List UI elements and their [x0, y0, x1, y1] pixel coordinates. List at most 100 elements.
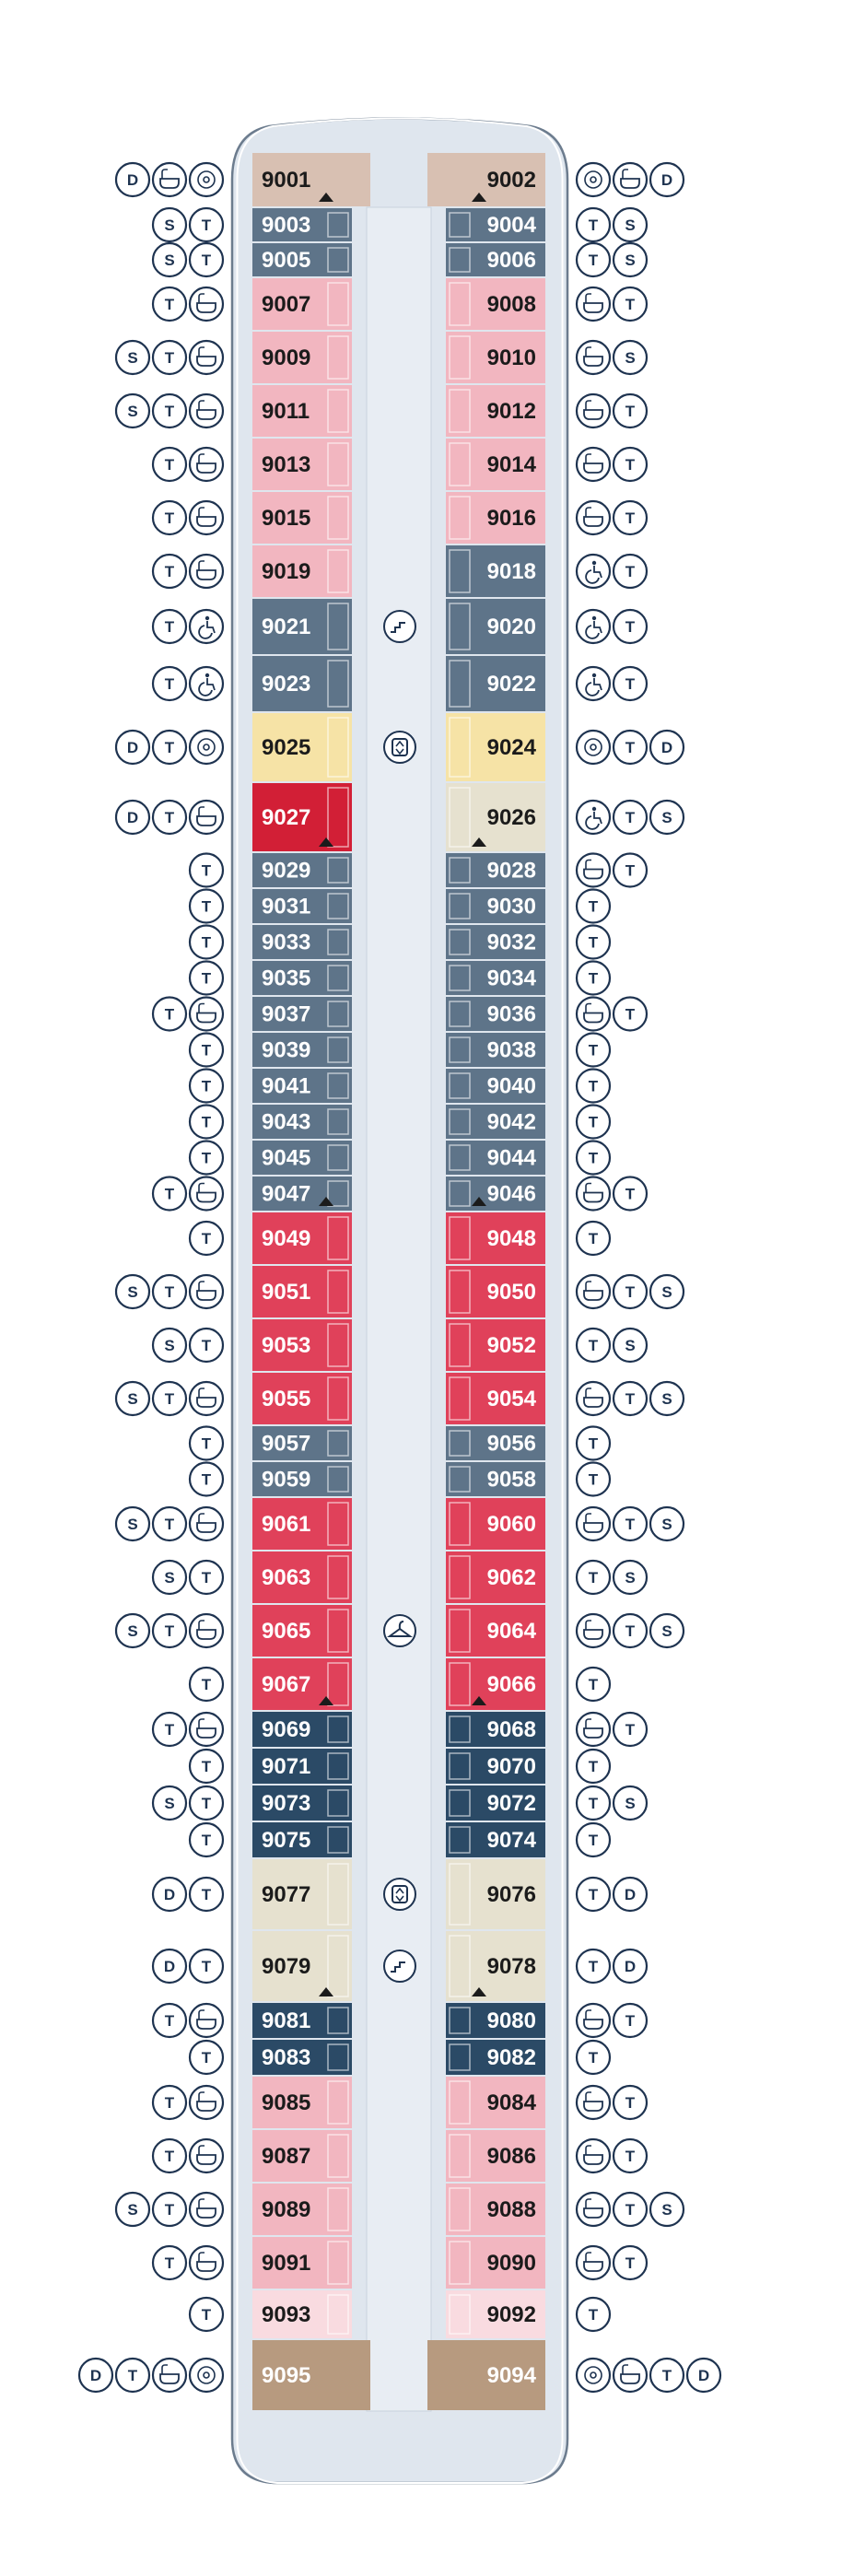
cabin-9043[interactable]: 9043 [252, 1105, 352, 1139]
cabin-9067[interactable]: 9067 [252, 1658, 352, 1710]
cabin-9050[interactable]: 9050 [446, 1266, 545, 1317]
cabin-9031[interactable]: 9031 [252, 889, 352, 923]
cabin-9076[interactable]: 9076 [446, 1859, 545, 1929]
cabin-9007[interactable]: 9007 [252, 278, 352, 330]
cabin-9063[interactable]: 9063 [252, 1551, 352, 1603]
cabin-9037[interactable]: 9037 [252, 997, 352, 1031]
cabin-9029[interactable]: 9029 [252, 853, 352, 887]
cabin-9016[interactable]: 9016 [446, 492, 545, 544]
cabin-9094[interactable]: 9094 [427, 2340, 545, 2410]
cabin-9086[interactable]: 9086 [446, 2130, 545, 2182]
cabin-9024[interactable]: 9024 [446, 713, 545, 781]
bathtub-icon [575, 2244, 612, 2281]
cabin-9014[interactable]: 9014 [446, 439, 545, 490]
cabin-9071[interactable]: 9071 [252, 1749, 352, 1784]
cabin-9090[interactable]: 9090 [446, 2237, 545, 2289]
cabin-9018[interactable]: 9018 [446, 545, 545, 597]
cabin-9019[interactable]: 9019 [252, 545, 352, 597]
cabin-9065[interactable]: 9065 [252, 1605, 352, 1657]
symbol-t-badge: T [188, 888, 225, 924]
cabin-9074[interactable]: 9074 [446, 1822, 545, 1857]
cabin-9077[interactable]: 9077 [252, 1859, 352, 1929]
cabin-9073[interactable]: 9073 [252, 1786, 352, 1821]
cabin-9045[interactable]: 9045 [252, 1141, 352, 1175]
cabin-9033[interactable]: 9033 [252, 925, 352, 959]
cabin-9042[interactable]: 9042 [446, 1105, 545, 1139]
cabin-9015[interactable]: 9015 [252, 492, 352, 544]
cabin-9020[interactable]: 9020 [446, 599, 545, 654]
cabin-9082[interactable]: 9082 [446, 2040, 545, 2075]
cabin-9028[interactable]: 9028 [446, 853, 545, 887]
cabin-9059[interactable]: 9059 [252, 1462, 352, 1496]
cabin-9057[interactable]: 9057 [252, 1426, 352, 1460]
cabin-9064[interactable]: 9064 [446, 1605, 545, 1657]
cabin-9005[interactable]: 9005 [252, 243, 352, 276]
cabin-9079[interactable]: 9079 [252, 1931, 352, 2001]
cabin-9023[interactable]: 9023 [252, 656, 352, 711]
cabin-9048[interactable]: 9048 [446, 1212, 545, 1264]
cabin-9034[interactable]: 9034 [446, 961, 545, 995]
cabin-9021[interactable]: 9021 [252, 599, 352, 654]
cabin-9066[interactable]: 9066 [446, 1658, 545, 1710]
cabin-9088[interactable]: 9088 [446, 2184, 545, 2235]
cabin-9008[interactable]: 9008 [446, 278, 545, 330]
cabin-9084[interactable]: 9084 [446, 2077, 545, 2128]
cabin-9056[interactable]: 9056 [446, 1426, 545, 1460]
cabin-9022[interactable]: 9022 [446, 656, 545, 711]
cabin-9049[interactable]: 9049 [252, 1212, 352, 1264]
cabin-9006[interactable]: 9006 [446, 243, 545, 276]
cabin-9095[interactable]: 9095 [252, 2340, 370, 2410]
cabin-9085[interactable]: 9085 [252, 2077, 352, 2128]
cabin-9030[interactable]: 9030 [446, 889, 545, 923]
cabin-9026[interactable]: 9026 [446, 783, 545, 851]
cabin-9062[interactable]: 9062 [446, 1551, 545, 1603]
cabin-9055[interactable]: 9055 [252, 1373, 352, 1424]
cabin-9081[interactable]: 9081 [252, 2003, 352, 2038]
cabin-9058[interactable]: 9058 [446, 1462, 545, 1496]
cabin-9093[interactable]: 9093 [252, 2290, 352, 2338]
cabin-9041[interactable]: 9041 [252, 1069, 352, 1103]
cabin-block [252, 2184, 352, 2235]
cabin-9009[interactable]: 9009 [252, 332, 352, 383]
cabin-9087[interactable]: 9087 [252, 2130, 352, 2182]
cabin-9072[interactable]: 9072 [446, 1786, 545, 1821]
cabin-9070[interactable]: 9070 [446, 1749, 545, 1784]
cabin-number: 9073 [262, 1791, 310, 1816]
cabin-9054[interactable]: 9054 [446, 1373, 545, 1424]
cabin-9060[interactable]: 9060 [446, 1498, 545, 1550]
cabin-9092[interactable]: 9092 [446, 2290, 545, 2338]
bathroom-outline [449, 496, 471, 540]
cabin-9039[interactable]: 9039 [252, 1033, 352, 1067]
cabin-9001[interactable]: 9001 [252, 153, 370, 206]
cabin-9040[interactable]: 9040 [446, 1069, 545, 1103]
cabin-9013[interactable]: 9013 [252, 439, 352, 490]
cabin-9083[interactable]: 9083 [252, 2040, 352, 2075]
cabin-9053[interactable]: 9053 [252, 1319, 352, 1371]
cabin-9025[interactable]: 9025 [252, 713, 352, 781]
cabin-9032[interactable]: 9032 [446, 925, 545, 959]
cabin-9052[interactable]: 9052 [446, 1319, 545, 1371]
cabin-9044[interactable]: 9044 [446, 1141, 545, 1175]
cabin-9068[interactable]: 9068 [446, 1712, 545, 1747]
cabin-9061[interactable]: 9061 [252, 1498, 352, 1550]
cabin-9078[interactable]: 9078 [446, 1931, 545, 2001]
cabin-9075[interactable]: 9075 [252, 1822, 352, 1857]
cabin-9010[interactable]: 9010 [446, 332, 545, 383]
cabin-9027[interactable]: 9027 [252, 783, 352, 851]
cabin-9011[interactable]: 9011 [252, 385, 352, 437]
cabin-9036[interactable]: 9036 [446, 997, 545, 1031]
cabin-9035[interactable]: 9035 [252, 961, 352, 995]
cabin-9091[interactable]: 9091 [252, 2237, 352, 2289]
cabin-9051[interactable]: 9051 [252, 1266, 352, 1317]
cabin-9038[interactable]: 9038 [446, 1033, 545, 1067]
cabin-9080[interactable]: 9080 [446, 2003, 545, 2038]
cabin-9002[interactable]: 9002 [427, 153, 545, 206]
cabin-9069[interactable]: 9069 [252, 1712, 352, 1747]
cabin-9089[interactable]: 9089 [252, 2184, 352, 2235]
cabin-9004[interactable]: 9004 [446, 208, 545, 241]
cabin-9003[interactable]: 9003 [252, 208, 352, 241]
bathroom-outline [449, 787, 471, 848]
cabin-9046[interactable]: 9046 [446, 1177, 545, 1211]
cabin-9047[interactable]: 9047 [252, 1177, 352, 1211]
cabin-9012[interactable]: 9012 [446, 385, 545, 437]
